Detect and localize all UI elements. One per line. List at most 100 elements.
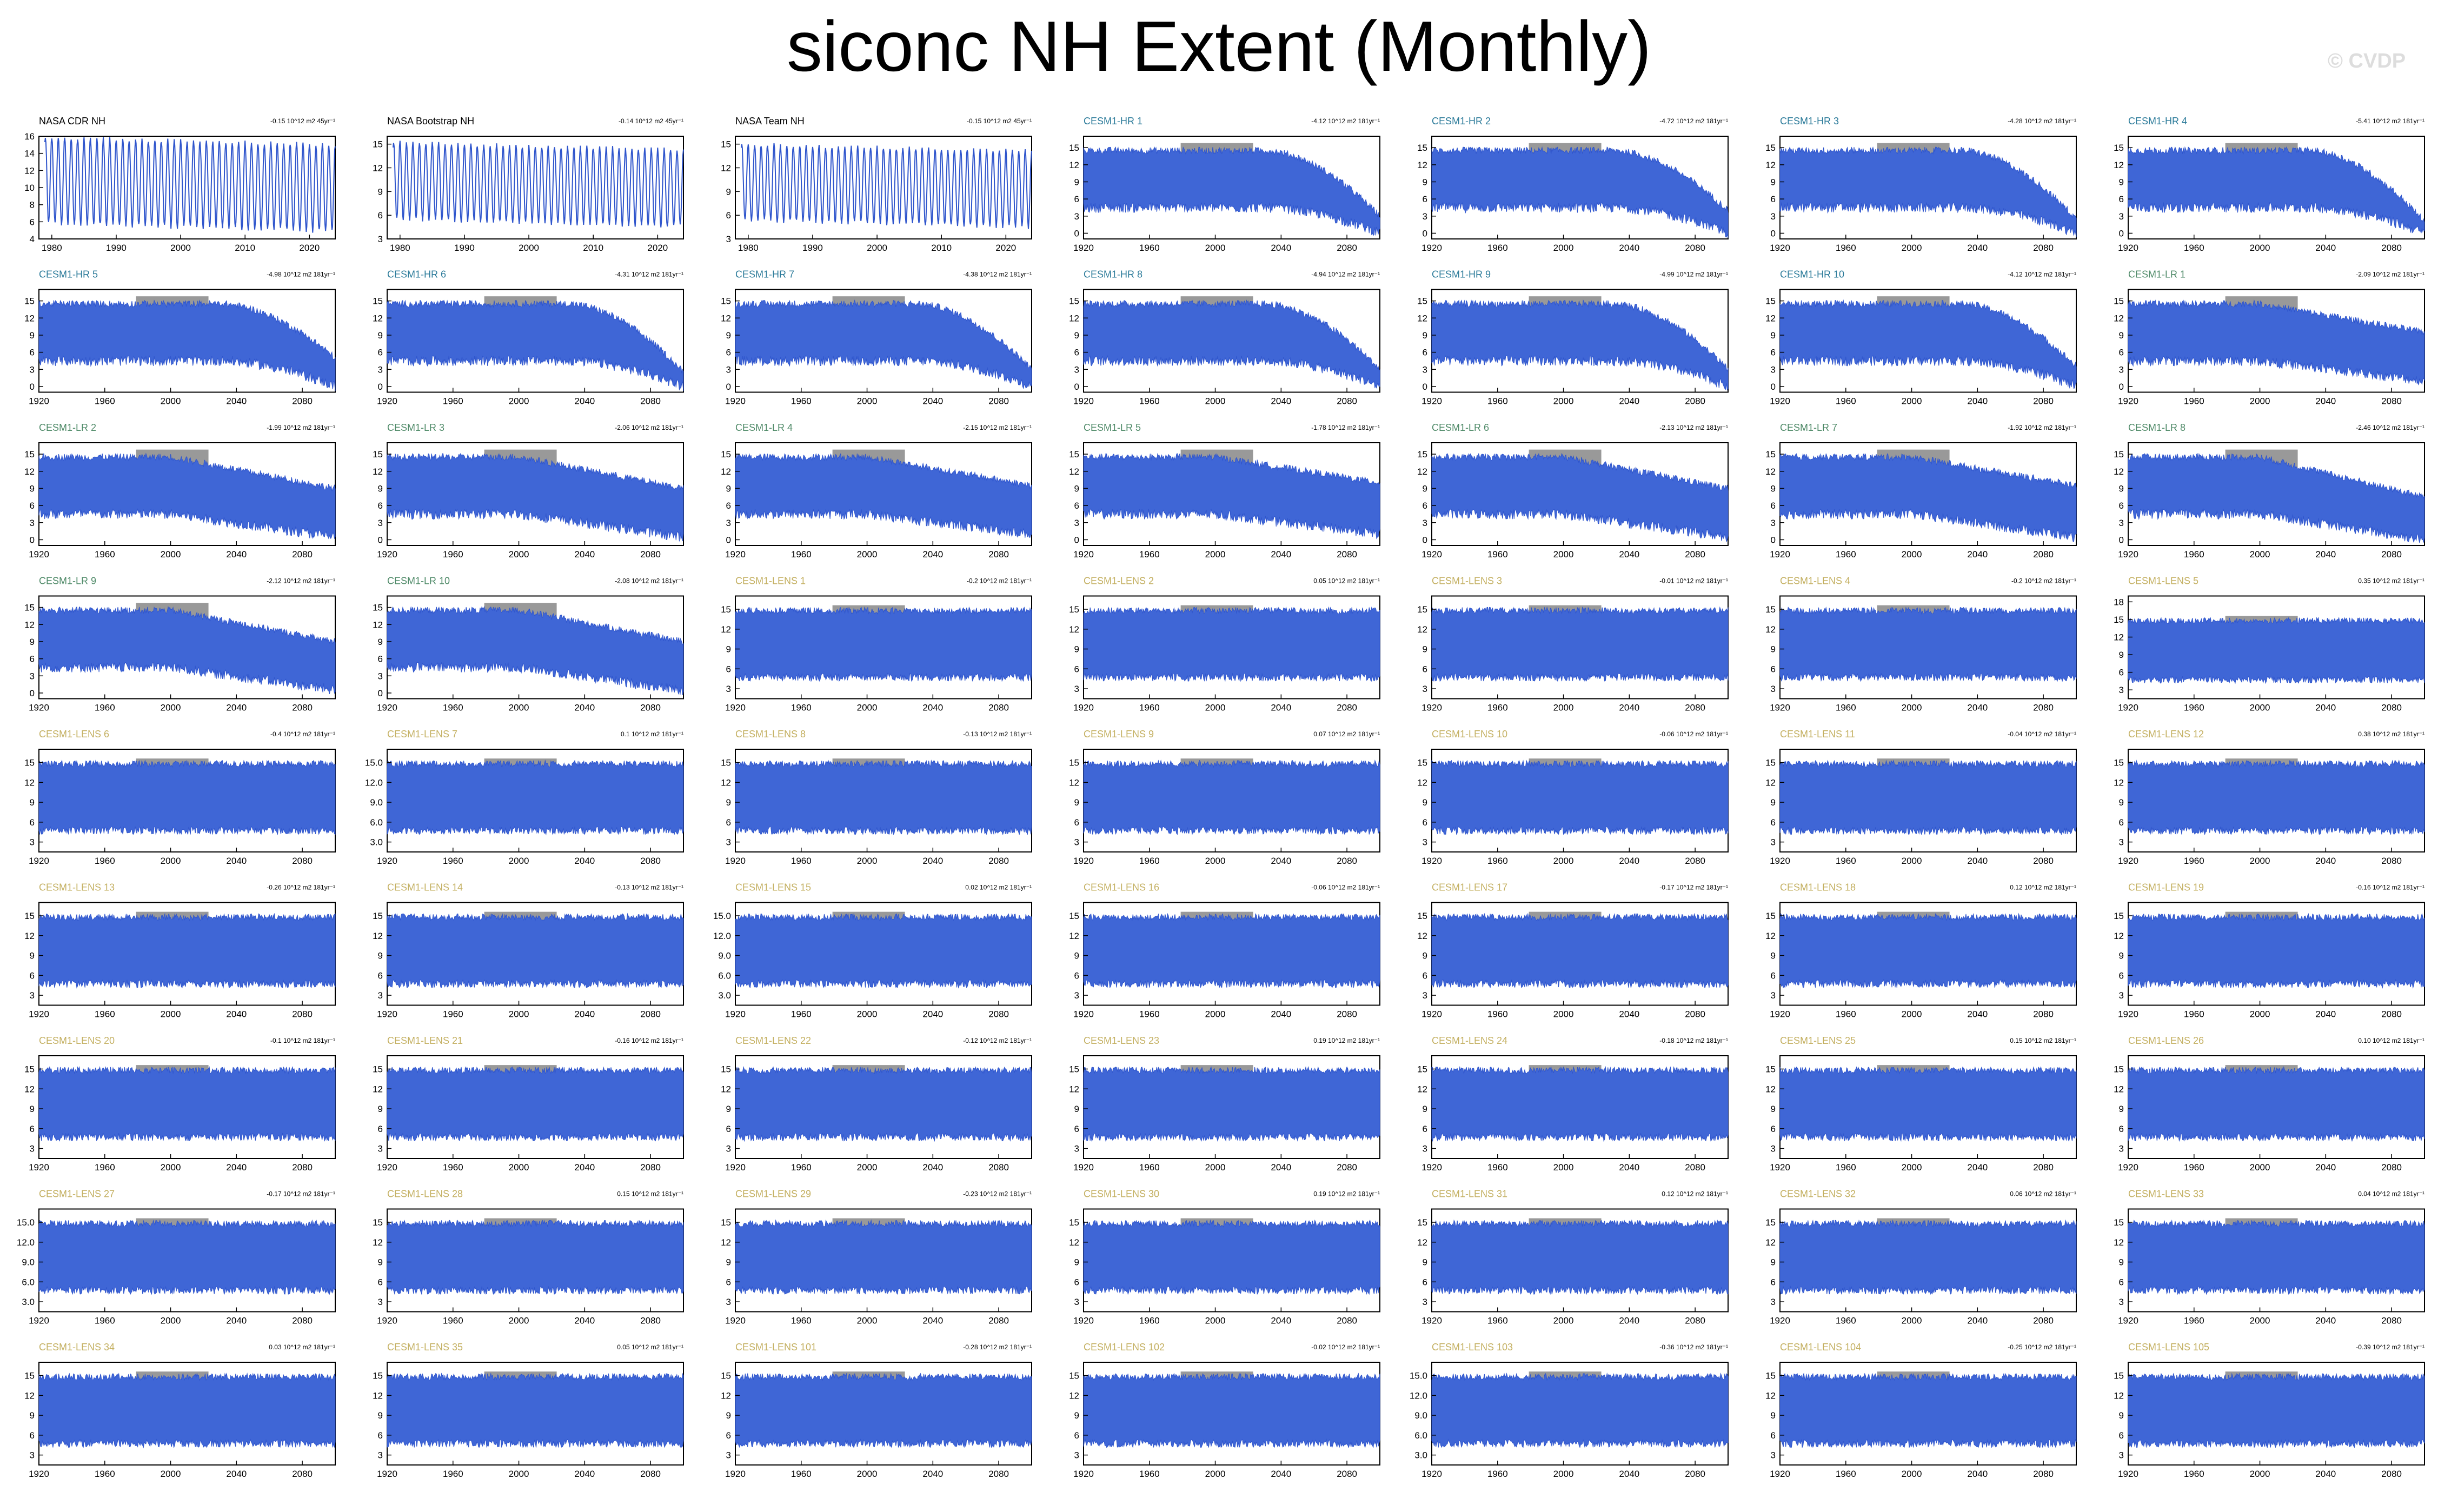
y-tick-label: 12 — [2114, 160, 2124, 170]
x-tick-label: 2040 — [574, 856, 595, 866]
x-tick-label: 1920 — [2118, 1469, 2138, 1479]
panel-name: CESM1-LR 9 — [39, 576, 96, 587]
x-tick-label: 2000 — [509, 396, 529, 407]
x-tick-label: 1920 — [1421, 1162, 1442, 1173]
x-tick-label: 1920 — [1073, 703, 1094, 713]
x-tick-label: 1980 — [42, 243, 62, 253]
x-tick-label: 1920 — [2118, 1316, 2138, 1326]
y-tick-label: 3 — [1074, 211, 1079, 222]
panel-cesm1-hr-4: 1920 1960 2000 2040 2080 0 3 6 9 12 15 CESM1-HR 4 -5… — [2114, 116, 2425, 253]
x-tick-label: 1960 — [443, 549, 463, 559]
y-tick-label: 9 — [30, 1410, 35, 1421]
x-tick-label: 2000 — [857, 856, 878, 866]
panel-trend: -0.17 10^12 m2 181yr⁻¹ — [1659, 884, 1728, 891]
x-tick-label: 2000 — [2250, 1316, 2270, 1326]
y-tick-label: 12 — [1765, 1084, 1776, 1094]
x-tick-label: 2000 — [1553, 1316, 1574, 1326]
y-tick-label: 6.0 — [718, 970, 731, 981]
panel-name: CESM1-LENS 104 — [1780, 1342, 1861, 1353]
panel-name: CESM1-LR 10 — [387, 576, 450, 587]
x-tick-label: 1960 — [95, 856, 115, 866]
panel-name: CESM1-LENS 19 — [2128, 882, 2204, 893]
panel-trend: -0.2 10^12 m2 181yr⁻¹ — [967, 577, 1032, 585]
y-tick-label: 3 — [1771, 1450, 1776, 1461]
panel-cesm1-lr-7: 1920 1960 2000 2040 2080 0 3 6 9 12 15 CESM1-LR 7 -1… — [1765, 422, 2077, 559]
y-tick-label: 3 — [726, 1144, 731, 1154]
x-tick-label: 2000 — [857, 1316, 878, 1326]
x-tick-label: 1960 — [791, 1009, 812, 1020]
x-tick-label: 1960 — [2184, 1009, 2204, 1020]
x-tick-label: 1960 — [791, 1316, 812, 1326]
panel-trend: -0.36 10^12 m2 181yr⁻¹ — [1659, 1343, 1728, 1351]
x-tick-label: 2040 — [922, 856, 943, 866]
y-tick-label: 9 — [378, 330, 383, 341]
y-tick-label: 0 — [30, 688, 35, 698]
x-tick-label: 1960 — [1836, 396, 1856, 407]
panel-trend: 0.15 10^12 m2 181yr⁻¹ — [617, 1190, 683, 1198]
panel-trend: -1.92 10^12 m2 181yr⁻¹ — [2008, 424, 2076, 431]
x-tick-label: 1920 — [725, 856, 746, 866]
series-envelope — [1083, 1066, 1380, 1142]
y-tick-label: 9 — [726, 1410, 731, 1421]
y-tick-label: 3 — [726, 1450, 731, 1461]
y-tick-label: 12 — [373, 313, 383, 323]
x-tick-label: 2080 — [640, 703, 661, 713]
x-tick-label: 2000 — [1205, 1316, 1226, 1326]
x-tick-label: 2080 — [1337, 1162, 1357, 1173]
panel-cesm1-hr-9: 1920 1960 2000 2040 2080 0 3 6 9 12 15 CESM1-HR 9 -4… — [1417, 269, 1729, 407]
panel-name: CESM1-LENS 24 — [1432, 1035, 1507, 1046]
panel-name: CESM1-LENS 26 — [2128, 1035, 2204, 1046]
panel-trend: -1.99 10^12 m2 181yr⁻¹ — [267, 424, 335, 431]
y-tick-label: 9 — [1423, 644, 1427, 655]
x-tick-label: 1920 — [1770, 1469, 1790, 1479]
panel-name: CESM1-LENS 5 — [2128, 576, 2198, 587]
y-tick-label: 3 — [1074, 837, 1079, 848]
y-tick-label: 15 — [721, 1371, 731, 1381]
panel-trend: -0.4 10^12 m2 181yr⁻¹ — [270, 730, 335, 738]
panel-name: CESM1-LENS 16 — [1084, 882, 1159, 893]
y-tick-label: 6 — [1074, 1124, 1079, 1134]
series-line — [44, 137, 336, 233]
y-tick-label: 6 — [726, 501, 731, 511]
x-tick-label: 2040 — [574, 396, 595, 407]
y-tick-label: 15 — [2114, 1064, 2124, 1075]
x-tick-label: 2000 — [161, 1009, 181, 1020]
panel-trend: 0.19 10^12 m2 181yr⁻¹ — [1313, 1037, 1380, 1044]
y-tick-label: 9 — [2119, 951, 2124, 961]
x-tick-label: 2040 — [2315, 1316, 2336, 1326]
y-tick-label: 12 — [1417, 624, 1427, 635]
x-tick-label: 2000 — [509, 703, 529, 713]
y-tick-label: 3 — [726, 364, 731, 375]
y-tick-label: 15 — [1069, 1371, 1079, 1381]
x-tick-label: 2010 — [583, 243, 603, 253]
y-tick-label: 9 — [30, 951, 35, 961]
panel-trend: 0.07 10^12 m2 181yr⁻¹ — [1313, 730, 1380, 738]
panel-trend: -4.28 10^12 m2 181yr⁻¹ — [2008, 117, 2076, 125]
series-envelope — [1083, 760, 1380, 835]
panel-cesm1-lens-2: 1920 1960 2000 2040 2080 3 6 9 12 15 CESM1-LENS 2 0… — [1069, 576, 1380, 713]
y-tick-label: 9 — [726, 1257, 731, 1268]
panel-trend: 0.10 10^12 m2 181yr⁻¹ — [2358, 1037, 2424, 1044]
panel-cesm1-hr-8: 1920 1960 2000 2040 2080 0 3 6 9 12 15 CESM1-HR 8 -4… — [1069, 269, 1380, 407]
y-tick-label: 6 — [30, 817, 35, 828]
x-tick-label: 2080 — [640, 1162, 661, 1173]
y-tick-label: 6 — [1074, 1277, 1079, 1287]
series-envelope — [1431, 912, 1729, 989]
y-tick-label: 12 — [721, 313, 731, 323]
x-tick-label: 2000 — [1205, 243, 1226, 253]
x-tick-label: 1960 — [1139, 1009, 1160, 1020]
y-tick-label: 0 — [1771, 382, 1776, 392]
y-tick-label: 9 — [1771, 330, 1776, 341]
x-tick-label: 2080 — [1685, 243, 1705, 253]
y-tick-label: 6 — [2119, 817, 2124, 828]
y-tick-label: 14 — [24, 149, 35, 159]
x-tick-label: 2040 — [226, 1469, 247, 1479]
x-tick-label: 2080 — [2381, 1162, 2402, 1173]
x-tick-label: 2040 — [1967, 549, 1988, 559]
panel-trend: -4.31 10^12 m2 181yr⁻¹ — [615, 271, 683, 278]
y-tick-label: 15.0 — [713, 911, 731, 921]
x-tick-label: 1960 — [2184, 243, 2204, 253]
panel-cesm1-lens-8: 1920 1960 2000 2040 2080 3 6 9 12 15 CESM1-LENS 8 -… — [721, 729, 1032, 866]
y-tick-label: 12 — [1765, 313, 1776, 323]
y-tick-label: 6 — [1423, 970, 1427, 981]
